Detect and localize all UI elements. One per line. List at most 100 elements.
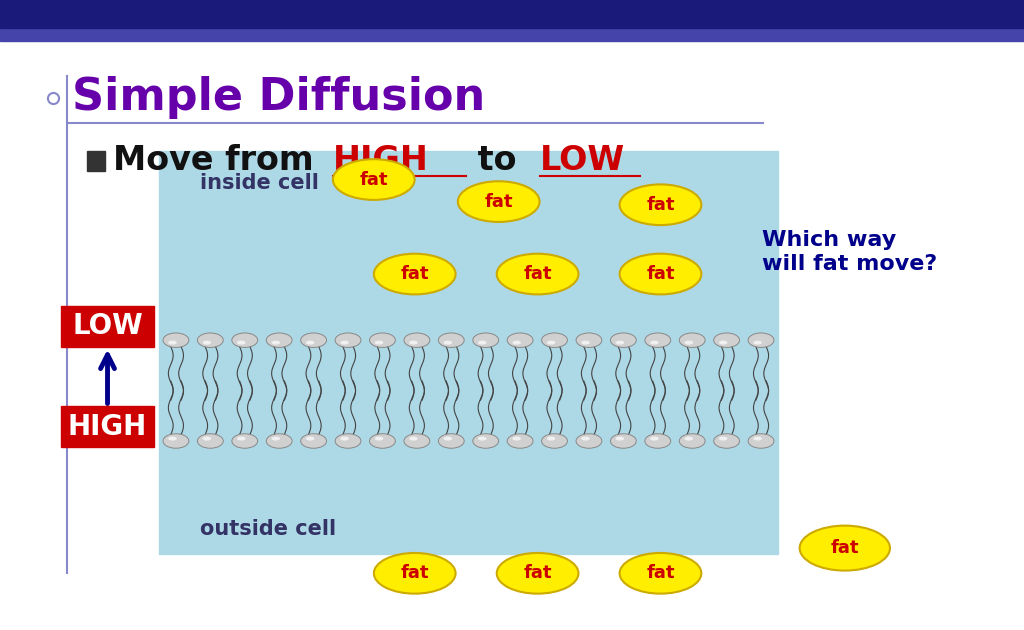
- Ellipse shape: [375, 437, 383, 440]
- Text: Move from: Move from: [113, 144, 325, 177]
- Ellipse shape: [306, 341, 314, 345]
- Ellipse shape: [266, 333, 292, 347]
- Ellipse shape: [610, 333, 636, 347]
- Ellipse shape: [340, 437, 349, 440]
- Bar: [0, 27, 1024, 41]
- Ellipse shape: [719, 437, 727, 440]
- Ellipse shape: [266, 434, 292, 448]
- Ellipse shape: [620, 553, 701, 593]
- Ellipse shape: [679, 333, 706, 347]
- Text: fat: fat: [646, 564, 675, 582]
- Ellipse shape: [497, 553, 579, 593]
- Text: fat: fat: [359, 171, 388, 188]
- Ellipse shape: [473, 434, 499, 448]
- Ellipse shape: [582, 437, 590, 440]
- Ellipse shape: [645, 434, 671, 448]
- Ellipse shape: [403, 333, 430, 347]
- Ellipse shape: [410, 341, 418, 345]
- Ellipse shape: [754, 437, 762, 440]
- Ellipse shape: [507, 434, 534, 448]
- Ellipse shape: [271, 341, 280, 345]
- Ellipse shape: [507, 333, 534, 347]
- Ellipse shape: [231, 333, 258, 347]
- Ellipse shape: [615, 341, 625, 345]
- Ellipse shape: [650, 341, 658, 345]
- Ellipse shape: [168, 437, 177, 440]
- Text: fat: fat: [400, 265, 429, 283]
- Ellipse shape: [473, 333, 499, 347]
- Ellipse shape: [203, 437, 211, 440]
- Ellipse shape: [645, 333, 671, 347]
- Ellipse shape: [198, 333, 223, 347]
- Ellipse shape: [547, 437, 555, 440]
- Text: fat: fat: [646, 265, 675, 283]
- Ellipse shape: [684, 437, 693, 440]
- Ellipse shape: [306, 437, 314, 440]
- Ellipse shape: [582, 341, 590, 345]
- Text: fat: fat: [523, 265, 552, 283]
- Text: fat: fat: [830, 539, 859, 557]
- Text: outside cell: outside cell: [200, 519, 336, 539]
- Ellipse shape: [370, 333, 395, 347]
- Ellipse shape: [374, 254, 456, 294]
- Text: HIGH: HIGH: [333, 144, 429, 177]
- Ellipse shape: [231, 434, 258, 448]
- Ellipse shape: [684, 341, 693, 345]
- Ellipse shape: [478, 437, 486, 440]
- Ellipse shape: [620, 254, 701, 294]
- Ellipse shape: [374, 553, 456, 593]
- Text: LOW: LOW: [540, 144, 625, 177]
- Ellipse shape: [410, 437, 418, 440]
- Text: fat: fat: [523, 564, 552, 582]
- Text: fat: fat: [646, 196, 675, 214]
- Ellipse shape: [749, 434, 774, 448]
- Ellipse shape: [458, 181, 540, 222]
- Bar: [159, 151, 778, 554]
- Ellipse shape: [443, 437, 453, 440]
- Ellipse shape: [403, 434, 430, 448]
- Ellipse shape: [478, 341, 486, 345]
- Ellipse shape: [438, 434, 464, 448]
- Ellipse shape: [497, 254, 579, 294]
- Ellipse shape: [714, 434, 739, 448]
- Ellipse shape: [370, 434, 395, 448]
- Ellipse shape: [577, 333, 602, 347]
- Ellipse shape: [301, 333, 327, 347]
- Text: Simple Diffusion: Simple Diffusion: [72, 76, 485, 119]
- Ellipse shape: [577, 434, 602, 448]
- Ellipse shape: [615, 437, 625, 440]
- Ellipse shape: [163, 434, 188, 448]
- Ellipse shape: [547, 341, 555, 345]
- Ellipse shape: [333, 159, 415, 200]
- Text: to: to: [466, 144, 528, 177]
- Ellipse shape: [438, 333, 464, 347]
- Bar: [87, 151, 105, 171]
- Ellipse shape: [163, 333, 188, 347]
- Text: inside cell: inside cell: [200, 173, 318, 193]
- Ellipse shape: [375, 341, 383, 345]
- Text: HIGH: HIGH: [68, 413, 147, 441]
- FancyBboxPatch shape: [61, 306, 154, 347]
- Text: LOW: LOW: [72, 312, 143, 340]
- Ellipse shape: [203, 341, 211, 345]
- Ellipse shape: [610, 434, 636, 448]
- Ellipse shape: [800, 525, 890, 571]
- Ellipse shape: [679, 434, 706, 448]
- Text: fat: fat: [400, 564, 429, 582]
- Ellipse shape: [340, 341, 349, 345]
- Ellipse shape: [714, 333, 739, 347]
- FancyBboxPatch shape: [61, 406, 154, 447]
- Ellipse shape: [237, 341, 246, 345]
- Ellipse shape: [754, 341, 762, 345]
- Ellipse shape: [271, 437, 280, 440]
- Ellipse shape: [301, 434, 327, 448]
- Ellipse shape: [198, 434, 223, 448]
- Text: fat: fat: [484, 193, 513, 210]
- Ellipse shape: [237, 437, 246, 440]
- Ellipse shape: [335, 434, 360, 448]
- Ellipse shape: [542, 333, 567, 347]
- Ellipse shape: [512, 437, 521, 440]
- Ellipse shape: [443, 341, 453, 345]
- Ellipse shape: [512, 341, 521, 345]
- Text: Which way
will fat move?: Which way will fat move?: [762, 231, 938, 273]
